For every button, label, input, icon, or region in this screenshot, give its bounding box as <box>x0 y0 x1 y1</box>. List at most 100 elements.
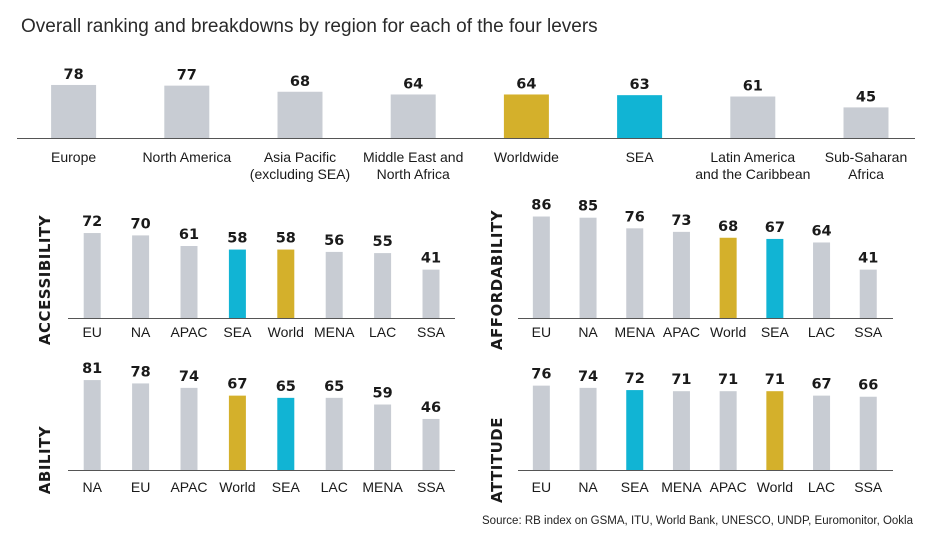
attitude-category-label: LAC <box>808 479 835 495</box>
attitude-bar <box>532 385 550 470</box>
overall-bar <box>617 95 663 138</box>
chart-title: Overall ranking and breakdowns by region… <box>21 16 598 37</box>
ability-panel-title: ABILITY <box>36 425 54 494</box>
overall-value-label: 68 <box>290 74 310 90</box>
attitude-category-label: NA <box>578 479 598 495</box>
ability-category-label: LAC <box>321 479 348 495</box>
ability-category-label: NA <box>82 479 102 495</box>
overall-bar <box>503 94 549 138</box>
overall-bar <box>730 96 776 138</box>
ability-bar <box>83 380 101 470</box>
attitude-value-label: 72 <box>625 371 645 387</box>
ability-category-label: World <box>219 479 255 495</box>
affordability-bar <box>719 237 737 318</box>
accessibility-value-label: 72 <box>82 214 102 230</box>
accessibility-bar <box>422 269 440 318</box>
affordability-category-label: SEA <box>761 324 790 340</box>
affordability-value-label: 85 <box>578 199 598 215</box>
affordability-bar <box>766 238 784 318</box>
attitude-value-label: 74 <box>578 369 598 385</box>
accessibility-bar <box>325 251 343 318</box>
attitude-category-label: SSA <box>854 479 883 495</box>
attitude-bar <box>766 391 784 470</box>
overall-category-label: Asia Pacific <box>264 149 336 165</box>
ability-bar <box>228 395 246 470</box>
accessibility-category-label: NA <box>131 324 151 340</box>
accessibility-bar <box>180 246 198 318</box>
overall-category-label: Middle East and <box>363 149 463 165</box>
attitude-value-label: 76 <box>531 367 551 383</box>
affordability-value-label: 64 <box>811 223 831 239</box>
overall-value-label: 77 <box>177 68 197 84</box>
overall-bar <box>51 84 97 138</box>
accessibility-panel-title: ACCESSIBILITY <box>36 214 54 345</box>
affordability-bar <box>859 269 877 318</box>
accessibility-value-label: 58 <box>276 231 296 247</box>
ability-category-label: SSA <box>417 479 446 495</box>
ability-value-label: 65 <box>276 379 296 395</box>
affordability-bar <box>626 228 644 318</box>
overall-category-label: North Africa <box>377 166 450 182</box>
attitude-bar <box>859 396 877 470</box>
attitude-bar <box>813 395 831 470</box>
overall-bar <box>277 91 323 138</box>
overall-category-label: Africa <box>848 166 884 182</box>
accessibility-category-label: MENA <box>314 324 355 340</box>
ability-value-label: 67 <box>227 377 247 393</box>
ability-bar <box>180 387 198 470</box>
overall-bar <box>164 85 210 138</box>
ability-category-label: EU <box>131 479 150 495</box>
overall-category-label: Europe <box>51 149 96 165</box>
accessibility-value-label: 58 <box>227 231 247 247</box>
ability-category-label: MENA <box>362 479 403 495</box>
ability-bar <box>422 418 440 470</box>
affordability-category-label: World <box>710 324 746 340</box>
overall-category-label: SEA <box>626 149 655 165</box>
accessibility-bar <box>83 233 101 318</box>
ability-bar <box>374 404 392 470</box>
ability-bar <box>325 397 343 470</box>
attitude-bar <box>579 387 597 470</box>
accessibility-category-label: World <box>268 324 304 340</box>
attitude-value-label: 71 <box>718 372 738 388</box>
overall-category-label: Sub-Saharan <box>825 149 908 165</box>
affordability-category-label: LAC <box>808 324 835 340</box>
attitude-category-label: SEA <box>621 479 650 495</box>
ability-value-label: 59 <box>373 386 393 402</box>
overall-value-label: 78 <box>64 67 84 83</box>
affordability-bar <box>813 242 831 318</box>
accessibility-value-label: 70 <box>131 216 151 232</box>
overall-bar <box>843 107 889 138</box>
overall-value-label: 64 <box>516 76 536 92</box>
source-note: Source: RB index on GSMA, ITU, World Ban… <box>482 515 913 527</box>
attitude-category-label: APAC <box>710 479 747 495</box>
attitude-category-label: MENA <box>661 479 702 495</box>
accessibility-category-label: APAC <box>170 324 207 340</box>
affordability-value-label: 73 <box>671 213 691 229</box>
affordability-value-label: 68 <box>718 219 738 235</box>
overall-category-label: and the Caribbean <box>695 166 810 182</box>
ability-value-label: 74 <box>179 369 199 385</box>
accessibility-value-label: 41 <box>421 251 441 267</box>
attitude-value-label: 66 <box>858 378 878 394</box>
attitude-value-label: 71 <box>671 372 691 388</box>
overall-bar <box>390 94 436 138</box>
attitude-value-label: 67 <box>811 377 831 393</box>
overall-category-label: North America <box>142 149 231 165</box>
ability-bar <box>277 397 295 470</box>
ability-value-label: 65 <box>324 379 344 395</box>
overall-category-label: Latin America <box>710 149 795 165</box>
attitude-category-label: EU <box>532 479 551 495</box>
affordability-bar <box>579 217 597 318</box>
overall-value-label: 64 <box>403 76 423 92</box>
accessibility-category-label: SSA <box>417 324 446 340</box>
affordability-value-label: 86 <box>531 198 551 214</box>
ability-category-label: APAC <box>170 479 207 495</box>
attitude-category-label: World <box>757 479 793 495</box>
attitude-panel-title: ATTITUDE <box>488 417 506 503</box>
ability-value-label: 78 <box>131 364 151 380</box>
overall-value-label: 61 <box>743 79 763 95</box>
affordability-category-label: NA <box>578 324 598 340</box>
ability-value-label: 46 <box>421 400 441 416</box>
